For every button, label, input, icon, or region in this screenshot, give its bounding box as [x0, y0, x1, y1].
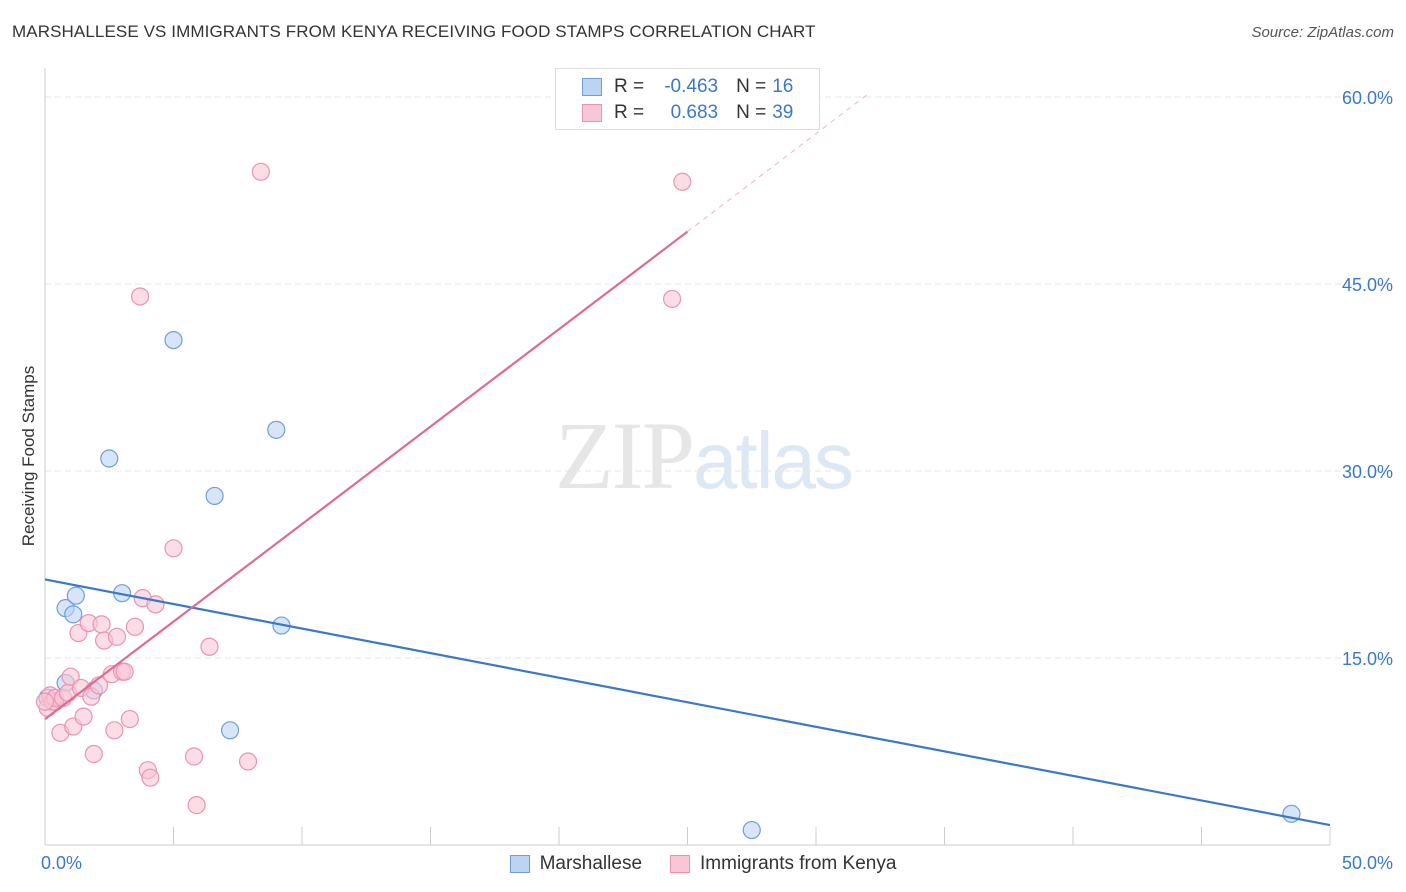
legend-swatch-marshallese: [582, 78, 602, 96]
data-point-marshallese: [100, 449, 119, 468]
data-point-marshallese: [164, 331, 183, 350]
legend-n-label: N =: [736, 102, 767, 123]
legend-row-kenya: R = 0.683 N = 39: [582, 100, 793, 126]
series-swatch-marshallese: [509, 855, 530, 873]
correlation-legend: R = -0.463 N = 16 R = 0.683 N = 39: [555, 68, 820, 130]
x-tick-label: 0.0%: [41, 853, 82, 873]
legend-n-label: N =: [736, 76, 767, 97]
trend-line-kenya: [44, 230, 689, 720]
data-point-kenya: [84, 744, 103, 764]
data-point-kenya: [125, 617, 145, 636]
watermark-zip: ZIP: [555, 402, 695, 509]
data-point-kenya: [251, 162, 270, 181]
data-point-kenya: [141, 768, 160, 787]
legend-r-label: R =: [614, 102, 645, 123]
data-point-marshallese: [742, 820, 761, 840]
data-point-kenya: [200, 637, 219, 656]
y-tick-label: 45.0%: [1342, 275, 1393, 295]
series-label-marshallese: Marshallese: [539, 853, 643, 874]
data-point-kenya: [74, 707, 93, 726]
data-point-marshallese: [64, 605, 83, 624]
data-point-kenya: [662, 289, 682, 309]
legend-r-value: 0.683: [670, 102, 719, 123]
legend-n-value: 39: [772, 102, 794, 123]
trend-extension-kenya: [687, 94, 868, 233]
series-label-kenya: Immigrants from Kenya: [700, 853, 897, 874]
data-point-kenya: [164, 539, 183, 558]
data-point-kenya: [107, 627, 127, 646]
data-point-kenya: [238, 752, 258, 771]
source-label[interactable]: Source: ZipAtlas.com: [1251, 24, 1394, 41]
data-point-kenya: [130, 287, 150, 306]
series-legend-kenya[interactable]: Immigrants from Kenya: [670, 853, 896, 875]
series-swatch-kenya: [670, 855, 691, 873]
data-point-kenya: [673, 172, 692, 191]
data-point-kenya: [105, 721, 124, 740]
data-point-marshallese: [267, 420, 286, 439]
legend-r-value: -0.463: [664, 76, 719, 97]
legend-n-value: 16: [772, 76, 794, 97]
data-point-kenya: [184, 747, 204, 766]
series-legend-marshallese[interactable]: Marshallese: [509, 853, 643, 875]
legend-swatch-kenya: [582, 104, 602, 122]
y-axis-label: Receiving Food Stamps: [19, 365, 38, 547]
data-point-kenya: [187, 796, 206, 815]
data-point-kenya: [35, 692, 55, 711]
data-point-kenya: [120, 709, 139, 729]
data-point-marshallese: [205, 486, 224, 506]
data-point-kenya: [115, 662, 134, 681]
y-tick-label: 60.0%: [1342, 88, 1393, 108]
y-tick-label: 30.0%: [1342, 462, 1393, 482]
data-point-marshallese: [66, 586, 85, 605]
y-tick-label: 15.0%: [1342, 649, 1393, 669]
series-legend: Marshallese Immigrants from Kenya: [0, 852, 1406, 876]
legend-r-label: R =: [614, 76, 645, 97]
trend-line-marshallese: [44, 578, 1331, 827]
legend-row-marshallese: R = -0.463 N = 16: [582, 74, 793, 100]
data-point-kenya: [92, 615, 111, 634]
x-tick-label: 50.0%: [1342, 853, 1393, 873]
data-point-marshallese: [220, 721, 240, 740]
watermark-atlas: atlas: [693, 416, 854, 505]
data-point-kenya: [61, 667, 80, 686]
chart-title: MARSHALLESE VS IMMIGRANTS FROM KENYA REC…: [12, 22, 816, 41]
watermark: ZIPatlas: [555, 400, 854, 511]
